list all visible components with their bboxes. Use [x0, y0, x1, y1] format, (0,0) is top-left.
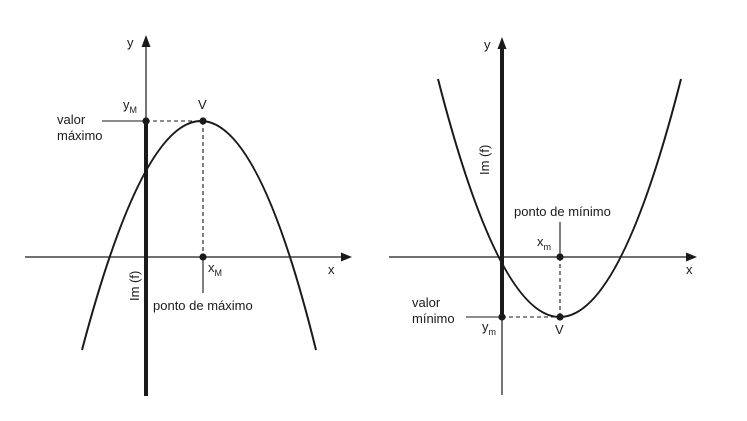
left-x-axis-arrow — [341, 252, 352, 262]
left-parabola — [81, 120, 317, 351]
right-ym-dot — [498, 313, 506, 321]
left-y-axis-label: y — [127, 35, 134, 50]
right-x-axis-arrow — [686, 252, 697, 262]
left-xM-label: xM — [208, 260, 222, 278]
right-xm-dot — [556, 253, 564, 261]
right-value-label-line1: valor — [412, 295, 441, 310]
left-x-axis-label: x — [328, 262, 335, 277]
right-vertex-label: V — [555, 322, 564, 337]
left-image-label: Im (f) — [127, 271, 142, 301]
left-vertex-dot — [199, 117, 207, 125]
right-y-axis-label: y — [484, 37, 491, 52]
left-graph: x y yM V valor máximo xM ponto de máximo… — [25, 35, 352, 396]
right-y-axis-arrow — [497, 37, 507, 49]
right-value-label-line2: mínimo — [412, 311, 455, 326]
left-y-axis-arrow — [141, 35, 151, 47]
left-point-label: ponto de máximo — [153, 298, 253, 313]
right-image-label: Im (f) — [477, 145, 492, 175]
left-yM-label: yM — [123, 97, 137, 115]
right-x-axis-label: x — [686, 262, 693, 277]
right-point-label: ponto de mínimo — [514, 204, 611, 219]
right-vertex-dot — [556, 313, 564, 321]
left-xM-dot — [199, 253, 207, 261]
right-xm-label: xm — [537, 234, 551, 252]
left-value-label-line1: valor — [57, 112, 86, 127]
left-yM-dot — [142, 117, 150, 125]
left-value-label-line2: máximo — [57, 128, 103, 143]
right-ym-label: ym — [482, 319, 496, 337]
right-graph: x y Im (f) ponto de mínimo xm valor míni… — [389, 37, 697, 395]
left-vertex-label: V — [198, 97, 207, 112]
